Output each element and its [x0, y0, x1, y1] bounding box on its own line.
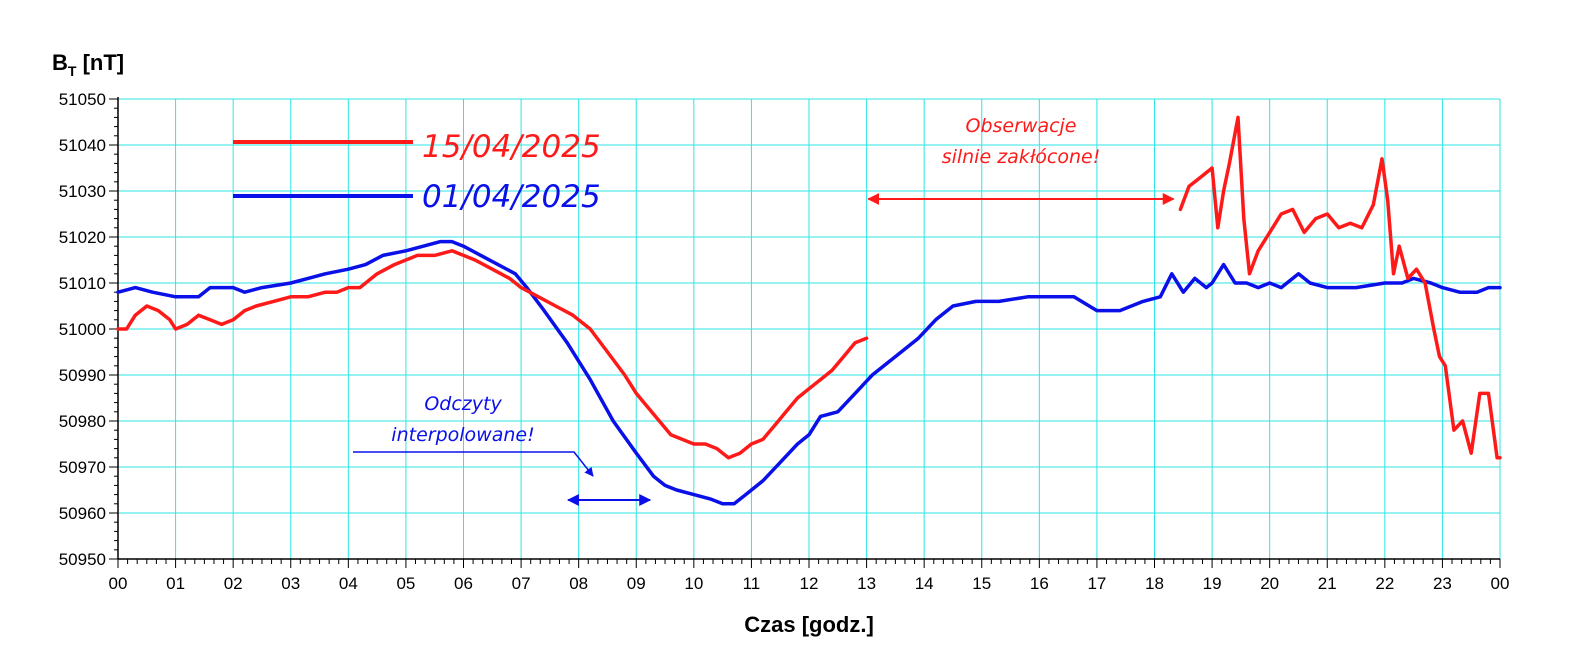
x-axis-ticks: 00 01 02 03 04 05 06 07 08 09 10 11 12 13 14 15 16 17 18 19…: [109, 559, 1510, 593]
x-tick-label: 16: [1030, 574, 1049, 593]
series-0: [116, 115, 1502, 460]
x-tick-label: 22: [1375, 574, 1394, 593]
series-line: [116, 249, 869, 460]
y-tick-label: 51050: [59, 90, 106, 109]
x-tick-label: 10: [684, 574, 703, 593]
annotation-interpolated-line1: Odczyty: [424, 393, 502, 415]
y-axis-title-sub: T: [68, 63, 77, 79]
series-line: [1178, 115, 1502, 460]
x-tick-label: 11: [743, 574, 761, 593]
x-tick-label: 19: [1203, 574, 1222, 593]
y-axis-ticks: 50950 50960 50970 50980 50990 51000 51010 51020…: [59, 90, 118, 569]
y-tick-label: 51010: [59, 274, 106, 293]
x-tick-label: 01: [166, 574, 185, 593]
y-tick-label: 51020: [59, 228, 106, 247]
x-tick-label: 07: [512, 574, 531, 593]
x-tick-label: 15: [972, 574, 991, 593]
y-axis-title-unit: [nT]: [76, 50, 124, 75]
y-tick-label: 51000: [59, 320, 106, 339]
annotation-disturbed-line2: silnie zakłócone!: [942, 146, 1101, 168]
y-axis-title-main: B: [52, 50, 68, 75]
annotation-interpolated-line2: interpolowane!: [391, 424, 534, 446]
annotation-interpolated-pointer: [353, 451, 594, 477]
x-tick-label: 14: [915, 574, 934, 593]
y-tick-label: 51030: [59, 182, 106, 201]
y-axis-title: BT [nT]: [52, 50, 124, 79]
legend-label-blue: 01/04/2025: [422, 179, 601, 215]
x-tick-label: 04: [339, 574, 358, 593]
y-tick-label: 50970: [59, 458, 106, 477]
x-tick-label: 06: [454, 574, 473, 593]
x-tick-label: 00: [109, 574, 128, 593]
y-tick-label: 50980: [59, 412, 106, 431]
y-tick-label: 51040: [59, 136, 106, 155]
x-axis-title: Czas [godz.]: [744, 612, 874, 637]
annotation-disturbed-line1: Obserwacje: [965, 115, 1076, 137]
x-tick-label: 03: [281, 574, 300, 593]
series-layer: [116, 115, 1502, 506]
series-1: [116, 239, 1502, 506]
y-tick-label: 50990: [59, 366, 106, 385]
series-line: [116, 239, 1502, 506]
grid: [117, 98, 1501, 560]
x-tick-label: 08: [569, 574, 588, 593]
x-tick-label: 20: [1260, 574, 1279, 593]
legend-label-red: 15/04/2025: [422, 129, 601, 165]
x-tick-label: 17: [1087, 574, 1106, 593]
y-tick-label: 50950: [59, 550, 106, 569]
x-tick-label: 13: [857, 574, 876, 593]
x-tick-label: 05: [396, 574, 415, 593]
x-tick-label: 18: [1145, 574, 1164, 593]
y-tick-label: 50960: [59, 504, 106, 523]
x-tick-label: 09: [627, 574, 646, 593]
x-tick-label: 12: [800, 574, 819, 593]
x-tick-label: 21: [1318, 574, 1337, 593]
x-tick-label: 02: [224, 574, 243, 593]
x-tick-label: 00: [1491, 574, 1510, 593]
x-tick-label: 23: [1433, 574, 1452, 593]
